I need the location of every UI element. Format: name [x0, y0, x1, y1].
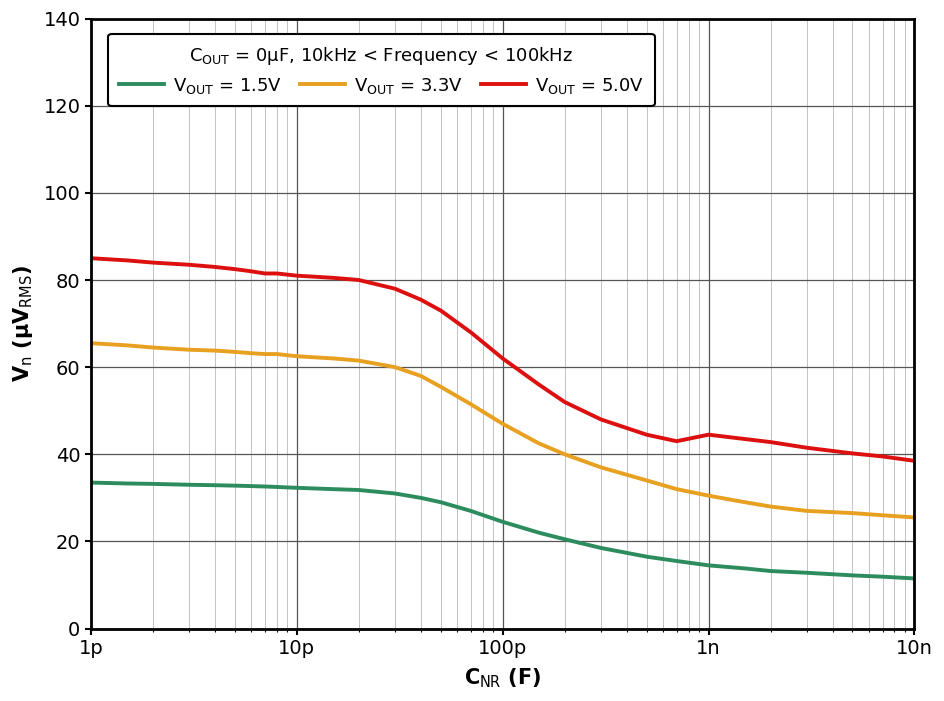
- Legend: V$_\mathrm{OUT}$ = 1.5V, V$_\mathrm{OUT}$ = 3.3V, V$_\mathrm{OUT}$ = 5.0V: V$_\mathrm{OUT}$ = 1.5V, V$_\mathrm{OUT}…: [109, 34, 655, 107]
- X-axis label: C$_\mathrm{NR}$ (F): C$_\mathrm{NR}$ (F): [464, 666, 542, 690]
- Y-axis label: V$_\mathrm{n}$ (μV$_\mathrm{RMS}$): V$_\mathrm{n}$ (μV$_\mathrm{RMS}$): [11, 265, 35, 382]
